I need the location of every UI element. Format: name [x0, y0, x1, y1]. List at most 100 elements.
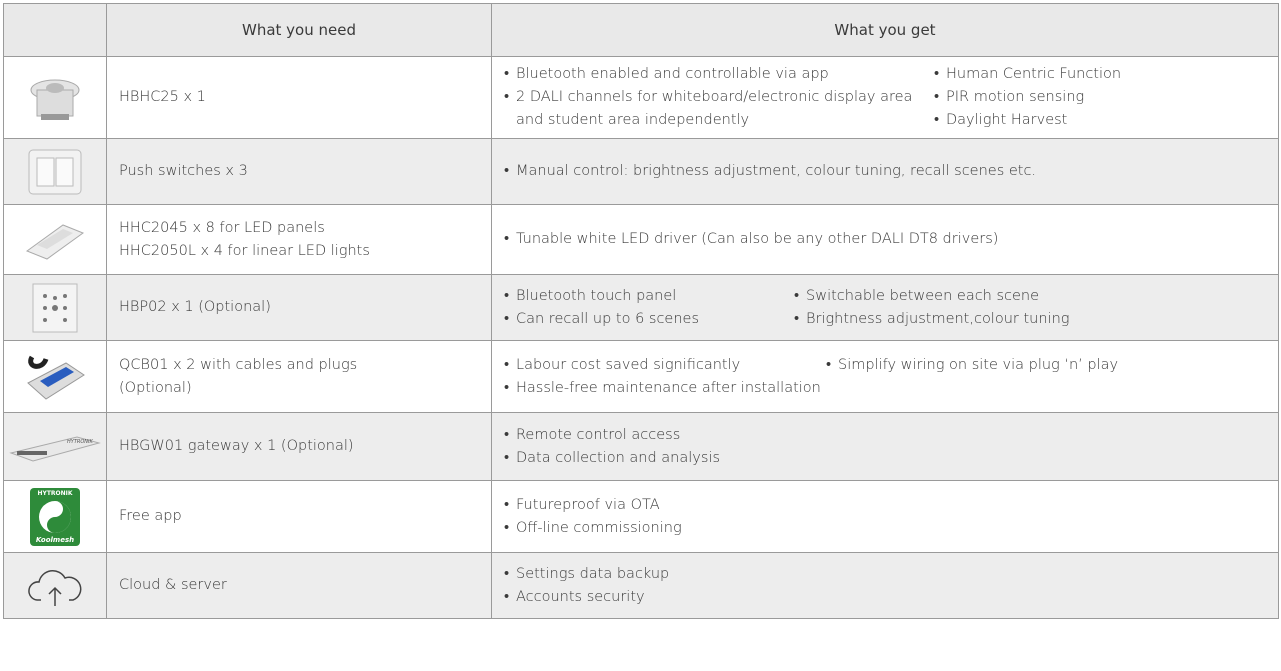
bullet-list: Simplify wiring on site via plug ‘n’ pla… — [826, 354, 1118, 400]
bullet-list: Switchable between each sceneBrightness … — [794, 285, 1069, 331]
need-cell: QCB01 x 2 with cables and plugs (Optional… — [106, 340, 492, 413]
need-text: Push switches x 3 — [119, 163, 248, 179]
solution-table: What you need What you get HBHC25 x 1 Blu… — [3, 3, 1279, 619]
bullet-item: Human Centric Function — [934, 63, 1121, 86]
bullet-item: Bluetooth enabled and controllable via a… — [504, 63, 934, 86]
brand-text: HYTRONIK — [37, 490, 72, 497]
bullet-list: Remote control accessData collection and… — [504, 424, 720, 470]
get-cell: Remote control accessData collection and… — [491, 412, 1279, 481]
need-text: HHC2045 x 8 for LED panels — [119, 219, 325, 236]
get-columns: Settings data backupAccounts security — [504, 563, 1266, 609]
get-columns: Bluetooth enabled and controllable via a… — [504, 63, 1266, 132]
bullet-item: Tunable white LED driver (Can also be an… — [504, 228, 998, 251]
table-row: Push switches x 3 Manual control: brightn… — [3, 138, 1279, 205]
bullet-item: Daylight Harvest — [934, 109, 1121, 132]
bullet-item: Can recall up to 6 scenes — [504, 308, 794, 331]
bullet-item: Remote control access — [504, 424, 720, 447]
bullet-item: Switchable between each scene — [794, 285, 1069, 308]
need-cell: HBP02 x 1 (Optional) — [106, 274, 492, 341]
need-text: (Optional) — [119, 379, 192, 396]
header-cell: What you need — [106, 3, 492, 57]
need-cell: Push switches x 3 — [106, 138, 492, 205]
app-icon: HYTRONIK Koolmesh — [30, 487, 80, 546]
table-row: HBP02 x 1 (Optional) Bluetooth touch pane… — [3, 274, 1279, 341]
get-columns: Bluetooth touch panelCan recall up to 6 … — [504, 285, 1266, 331]
need-cell: HBHC25 x 1 — [106, 56, 492, 139]
get-cell: Bluetooth enabled and controllable via a… — [491, 56, 1279, 139]
icon-cell — [3, 56, 107, 139]
bullet-list: Manual control: brightness adjustment, c… — [504, 160, 1036, 183]
need-cell: HBGW01 gateway x 1 (Optional) — [106, 412, 492, 481]
table-row: QCB01 x 2 with cables and plugs (Optional… — [3, 340, 1279, 413]
bullet-item: Simplify wiring on site via plug ‘n’ pla… — [826, 354, 1118, 377]
bullet-item: Accounts security — [504, 586, 669, 609]
need-text: HHC2050L x 4 for linear LED lights — [119, 242, 370, 259]
bullet-item: Hassle-free maintenance after installati… — [504, 377, 826, 400]
icon-cell — [3, 138, 107, 205]
bullet-list: Settings data backupAccounts security — [504, 563, 669, 609]
get-cell: Tunable white LED driver (Can also be an… — [491, 204, 1279, 275]
table-body: HBHC25 x 1 Bluetooth enabled and controll… — [3, 56, 1279, 619]
need-text: Free app — [119, 508, 182, 524]
icon-cell: HYTRONIK Koolmesh — [3, 480, 107, 553]
need-text: HBHC25 x 1 — [119, 89, 206, 105]
get-cell: Manual control: brightness adjustment, c… — [491, 138, 1279, 205]
bullet-item: Bluetooth touch panel — [504, 285, 794, 308]
get-cell: Labour cost saved significantlyHassle-fr… — [491, 340, 1279, 413]
get-columns: Labour cost saved significantlyHassle-fr… — [504, 354, 1266, 400]
icon-cell: HYTRONIK — [3, 412, 107, 481]
get-cell: Bluetooth touch panelCan recall up to 6 … — [491, 274, 1279, 341]
get-columns: Manual control: brightness adjustment, c… — [504, 160, 1266, 183]
need-text: HBGW01 gateway x 1 (Optional) — [119, 438, 354, 454]
need-text: QCB01 x 2 with cables and plugs — [119, 356, 358, 373]
brand-text: HYTRONIK — [67, 439, 93, 445]
cable-box-icon — [27, 355, 85, 400]
sensor-icon — [30, 79, 80, 120]
bullet-list: Bluetooth touch panelCan recall up to 6 … — [504, 285, 794, 331]
need-cell: Cloud & server — [106, 552, 492, 619]
icon-cell — [3, 340, 107, 413]
bullet-item: Data collection and analysis — [504, 447, 720, 470]
table-row: HYTRONIK Koolmesh Free app Futureproof via … — [3, 480, 1279, 553]
bullet-item: PIR motion sensing — [934, 86, 1121, 109]
switch-icon — [28, 149, 82, 194]
bullet-list: Human Centric FunctionPIR motion sensing… — [934, 63, 1121, 132]
icon-cell — [3, 552, 107, 619]
header-row: What you need What you get — [3, 3, 1279, 57]
table-row: HBHC25 x 1 Bluetooth enabled and controll… — [3, 56, 1279, 139]
bullet-item: Labour cost saved significantly — [504, 354, 826, 377]
get-columns: Futureproof via OTAOff-line commissionin… — [504, 494, 1266, 540]
gateway-icon: HYTRONIK — [9, 435, 101, 462]
bullet-list: Tunable white LED driver (Can also be an… — [504, 228, 998, 251]
header-cell — [3, 3, 107, 57]
need-text: Cloud & server — [119, 577, 227, 593]
bullet-list: Futureproof via OTAOff-line commissionin… — [504, 494, 682, 540]
cloud-icon — [28, 569, 82, 606]
need-cell: HHC2045 x 8 for LED panels HHC2050L x 4 f… — [106, 204, 492, 275]
bullet-item: Manual control: brightness adjustment, c… — [504, 160, 1036, 183]
bullet-item: Futureproof via OTA — [504, 494, 682, 517]
get-columns: Remote control accessData collection and… — [504, 424, 1266, 470]
table-row: HHC2045 x 8 for LED panels HHC2050L x 4 f… — [3, 204, 1279, 275]
panel-icon — [32, 283, 78, 332]
app-name-text: Koolmesh — [36, 536, 74, 544]
table-row: HYTRONIK HBGW01 gateway x 1 (Optional) Rem… — [3, 412, 1279, 481]
get-cell: Settings data backupAccounts security — [491, 552, 1279, 619]
driver-icon — [25, 223, 85, 260]
get-cell: Futureproof via OTAOff-line commissionin… — [491, 480, 1279, 553]
header-cell: What you get — [491, 3, 1279, 57]
icon-cell — [3, 274, 107, 341]
icon-cell — [3, 204, 107, 275]
bullet-item: 2 DALI channels for whiteboard/electroni… — [504, 86, 934, 132]
need-text: HBP02 x 1 (Optional) — [119, 299, 271, 315]
bullet-item: Brightness adjustment,colour tuning — [794, 308, 1069, 331]
bullet-list: Labour cost saved significantlyHassle-fr… — [504, 354, 826, 400]
bullet-item: Settings data backup — [504, 563, 669, 586]
bullet-item: Off-line commissioning — [504, 517, 682, 540]
table-row: Cloud & server Settings data backupAccoun… — [3, 552, 1279, 619]
need-cell: Free app — [106, 480, 492, 553]
bullet-list: Bluetooth enabled and controllable via a… — [504, 63, 934, 132]
get-columns: Tunable white LED driver (Can also be an… — [504, 228, 1266, 251]
